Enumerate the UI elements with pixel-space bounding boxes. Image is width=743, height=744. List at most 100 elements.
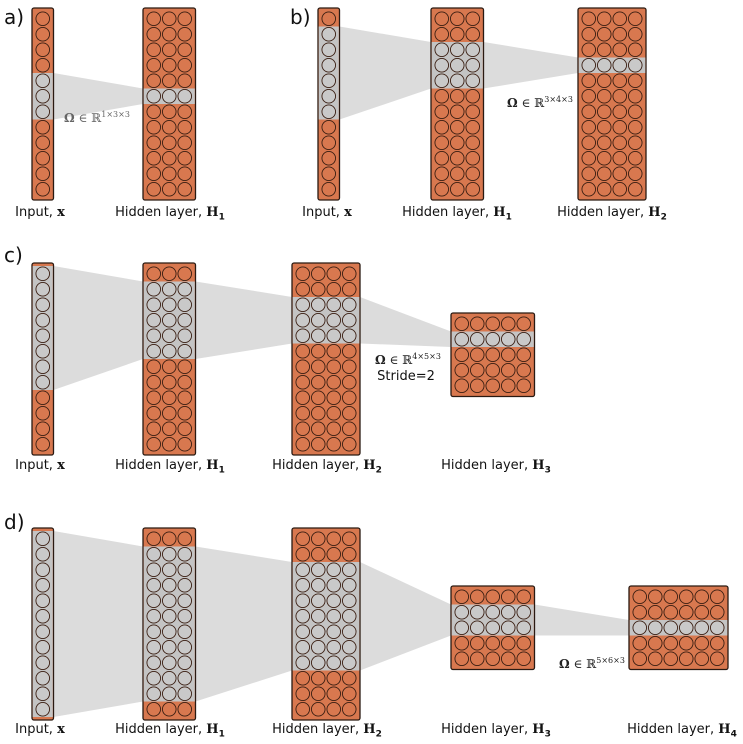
neuron [465, 119, 481, 135]
neuron-highlighted [35, 313, 51, 328]
neuron-highlighted [177, 562, 192, 578]
neuron [146, 166, 161, 181]
neuron [663, 636, 679, 651]
neuron [628, 119, 643, 135]
neuron [454, 651, 470, 667]
neuron [434, 27, 450, 42]
neuron [581, 150, 597, 166]
neuron-highlighted [648, 620, 663, 636]
neuron [146, 266, 161, 282]
neuron [161, 181, 177, 197]
neuron [295, 390, 311, 406]
neuron-highlighted [35, 671, 51, 686]
neuron-highlighted [628, 58, 643, 73]
neuron-highlighted [465, 42, 481, 58]
neuron-highlighted [326, 640, 342, 655]
neuron [648, 589, 663, 605]
neuron [311, 359, 326, 375]
neuron [146, 531, 161, 547]
neuron-highlighted [146, 609, 161, 624]
neuron [311, 531, 326, 547]
neuron [311, 282, 326, 297]
neuron [516, 347, 532, 363]
neuron [161, 437, 177, 452]
neuron-highlighted [342, 578, 357, 593]
neuron-highlighted [35, 88, 51, 104]
neuron [161, 166, 177, 181]
neuron [597, 166, 612, 181]
neuron-highlighted [35, 609, 51, 624]
neuron [295, 375, 311, 390]
neuron [470, 651, 485, 667]
neuron [628, 135, 643, 150]
neuron [628, 150, 643, 166]
neuron [35, 58, 51, 73]
neuron [663, 589, 679, 605]
panel-d [31, 527, 729, 721]
neuron-highlighted [177, 88, 192, 104]
neuron-highlighted [35, 640, 51, 655]
panel-c-layer-3 [450, 312, 536, 398]
neuron [612, 166, 628, 181]
neuron-highlighted [161, 282, 177, 297]
panel-d-receptive-fields [53, 531, 629, 717]
neuron [628, 104, 643, 119]
neuron [177, 359, 192, 375]
neuron-highlighted [321, 73, 337, 88]
neuron [326, 421, 342, 437]
neuron [516, 378, 532, 394]
neuron [177, 73, 192, 88]
neuron [454, 347, 470, 363]
neuron [146, 58, 161, 73]
neuron-highlighted [454, 605, 470, 620]
neuron [581, 73, 597, 88]
neuron [35, 406, 51, 421]
neuron [612, 119, 628, 135]
neuron-highlighted [35, 702, 51, 717]
neuron [663, 605, 679, 620]
neuron [326, 547, 342, 562]
neuron [177, 702, 192, 717]
panel-c-label-h1: Hidden layer, H1 [115, 458, 225, 476]
neuron-highlighted [342, 624, 357, 640]
neuron-highlighted [177, 609, 192, 624]
panel-c-kernel-shape: Ω ∈ ℝ4×5×3 [375, 352, 441, 367]
neuron [326, 390, 342, 406]
neuron-highlighted [35, 655, 51, 671]
neuron [516, 363, 532, 378]
neuron-highlighted [35, 375, 51, 390]
neuron [311, 266, 326, 282]
neuron [710, 651, 725, 667]
neuron [434, 166, 450, 181]
neuron [177, 390, 192, 406]
neuron-highlighted [434, 42, 450, 58]
panel-b-layer-1 [430, 7, 485, 201]
neuron [326, 437, 342, 452]
neuron [679, 651, 694, 667]
neuron [454, 316, 470, 332]
neuron [295, 344, 311, 359]
neuron-highlighted [146, 547, 161, 562]
highlight-band [578, 57, 646, 73]
neuron [501, 589, 516, 605]
neuron [146, 73, 161, 88]
neuron [295, 547, 311, 562]
panel-d-label-h4: Hidden layer, H4 [627, 722, 737, 740]
neuron [581, 88, 597, 104]
neuron [146, 375, 161, 390]
panel-c-receptive-fields [53, 266, 451, 390]
neuron [311, 344, 326, 359]
neuron [434, 104, 450, 119]
neuron-highlighted [326, 313, 342, 328]
panel-b-letter: b) [290, 5, 311, 29]
neuron [326, 686, 342, 702]
neuron-highlighted [612, 58, 628, 73]
neuron [177, 135, 192, 150]
neuron-highlighted [632, 620, 648, 636]
neuron [177, 166, 192, 181]
neuron [295, 266, 311, 282]
neuron [342, 375, 357, 390]
neuron-highlighted [161, 578, 177, 593]
neuron [326, 375, 342, 390]
neuron-highlighted [146, 344, 161, 359]
